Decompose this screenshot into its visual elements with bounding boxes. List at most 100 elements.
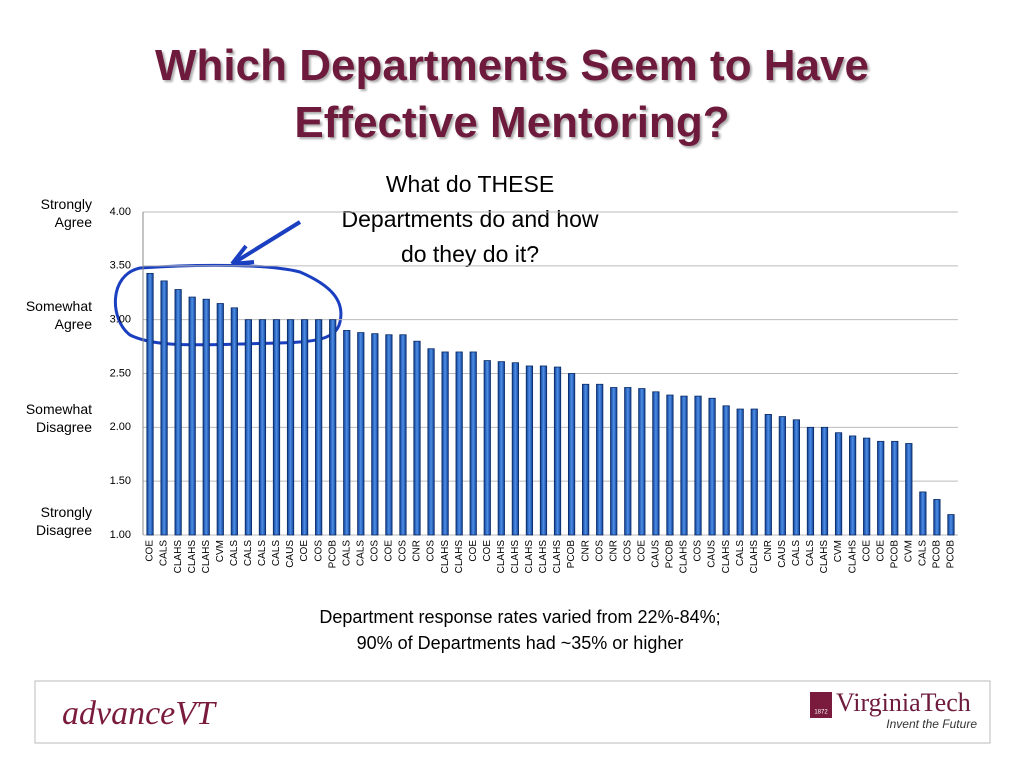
bar	[694, 395, 702, 536]
chart-title: Which Departments Seem to Have Effective …	[155, 41, 869, 147]
bar	[399, 334, 407, 536]
x-tick-label: CLAHS	[524, 540, 535, 574]
x-tick-label: COE	[145, 540, 156, 562]
bar	[722, 405, 730, 536]
bar	[553, 366, 562, 536]
x-tick-label: CLAHS	[538, 540, 549, 574]
bar	[202, 298, 210, 536]
bar	[680, 395, 688, 536]
x-tick-label: COS	[693, 540, 704, 562]
x-tick-label: COE	[482, 540, 493, 562]
bar	[413, 340, 421, 536]
x-tick-label: CLAHS	[510, 540, 521, 574]
x-tick-label: CALS	[805, 540, 816, 566]
x-tick-label: COS	[313, 540, 324, 562]
x-tick-label: CAUS	[285, 540, 296, 568]
bar	[469, 351, 477, 536]
y-tick-label: 1.50	[110, 475, 131, 487]
x-tick-label: CAUS	[777, 540, 788, 568]
x-tick-label: CALS	[918, 540, 929, 566]
left-logo: advanceVT	[62, 695, 217, 732]
bar	[511, 362, 519, 536]
bar	[567, 373, 576, 536]
bar	[272, 319, 281, 536]
bar	[764, 414, 772, 536]
x-tick-label: CALS	[271, 540, 282, 566]
x-tick-label: PCOB	[946, 540, 957, 569]
bar	[778, 416, 786, 536]
y-scale-label: Strongly Agree	[41, 196, 93, 230]
bar	[357, 332, 365, 536]
bar	[582, 383, 590, 536]
tagline: Invent the Future	[886, 717, 977, 731]
bar	[820, 426, 829, 536]
footer-box	[34, 680, 991, 744]
y-scale-label: Somewhat Disagree	[26, 401, 92, 435]
x-tick-label: CLAHS	[496, 540, 507, 574]
bar	[160, 280, 168, 536]
bar	[624, 387, 632, 536]
x-tick-label: CLAHS	[201, 540, 212, 574]
footnote-line: Department response rates varied from 22…	[319, 607, 720, 627]
x-tick-label: CVM	[903, 540, 914, 562]
x-tick-label: COS	[398, 540, 409, 562]
bar	[806, 426, 815, 536]
bar	[919, 491, 927, 536]
y-tick-label: 3.50	[110, 260, 131, 272]
bar	[286, 319, 295, 536]
x-tick-label: CLAHS	[440, 540, 451, 574]
bar	[849, 435, 857, 536]
x-tick-label: CALS	[159, 540, 170, 566]
bar	[834, 432, 843, 536]
x-tick-label: CALS	[735, 540, 746, 566]
bar	[750, 408, 758, 536]
x-tick-label: COE	[384, 540, 395, 562]
bar	[638, 388, 646, 536]
x-tick-label: CALS	[341, 540, 352, 566]
x-tick-label: CLAHS	[819, 540, 830, 574]
bar	[300, 319, 309, 536]
x-tick-label: CLAHS	[187, 540, 198, 574]
x-tick-label: CLAHS	[847, 540, 858, 574]
x-tick-label: CVM	[833, 540, 844, 562]
x-tick-label: PCOB	[327, 540, 338, 569]
bar	[315, 319, 323, 536]
x-tick-label: CALS	[355, 540, 366, 566]
y-tick-label: 1.00	[110, 529, 131, 541]
bar	[174, 289, 182, 536]
arrow	[230, 220, 302, 266]
bar	[947, 514, 955, 536]
x-tick-label: COE	[299, 540, 310, 562]
x-tick-label: CALS	[243, 540, 254, 566]
x-tick-label: COS	[426, 540, 437, 562]
x-tick-label: PCOB	[665, 540, 676, 569]
plot: 1.00 1.50 2.00 2.50 3.00 3.50 4.00 Strongly Agre…	[26, 196, 958, 574]
x-tick-label: COE	[861, 540, 872, 562]
x-tick-label: COE	[636, 540, 647, 562]
bar	[343, 330, 351, 536]
x-tick-label: CAUS	[651, 540, 662, 568]
bar	[877, 440, 885, 536]
x-tick-label: COS	[622, 540, 633, 562]
bar	[497, 361, 505, 536]
bar	[258, 319, 267, 536]
x-tick-label: PCOB	[889, 540, 900, 569]
bar	[905, 443, 913, 536]
bar	[455, 351, 463, 536]
bar	[244, 319, 252, 536]
y-tick-label: 2.50	[110, 367, 131, 379]
y-tick-label: 2.00	[110, 421, 131, 433]
bar	[933, 499, 941, 536]
arrow-head	[230, 244, 255, 266]
bar	[329, 319, 337, 536]
footnote: Department response rates varied from 22…	[319, 607, 720, 653]
x-tick-label: CLAHS	[552, 540, 563, 574]
x-tick-label: CLAHS	[679, 540, 690, 574]
annotation-text: What do THESE Departments do and how do th…	[342, 171, 599, 267]
y-scale-label: Strongly Disagree	[36, 504, 92, 538]
bar	[483, 360, 491, 536]
x-tick-label: PCOB	[566, 540, 577, 569]
x-tick-label: CLAHS	[173, 540, 184, 574]
x-tick-label: PCOB	[932, 540, 943, 569]
